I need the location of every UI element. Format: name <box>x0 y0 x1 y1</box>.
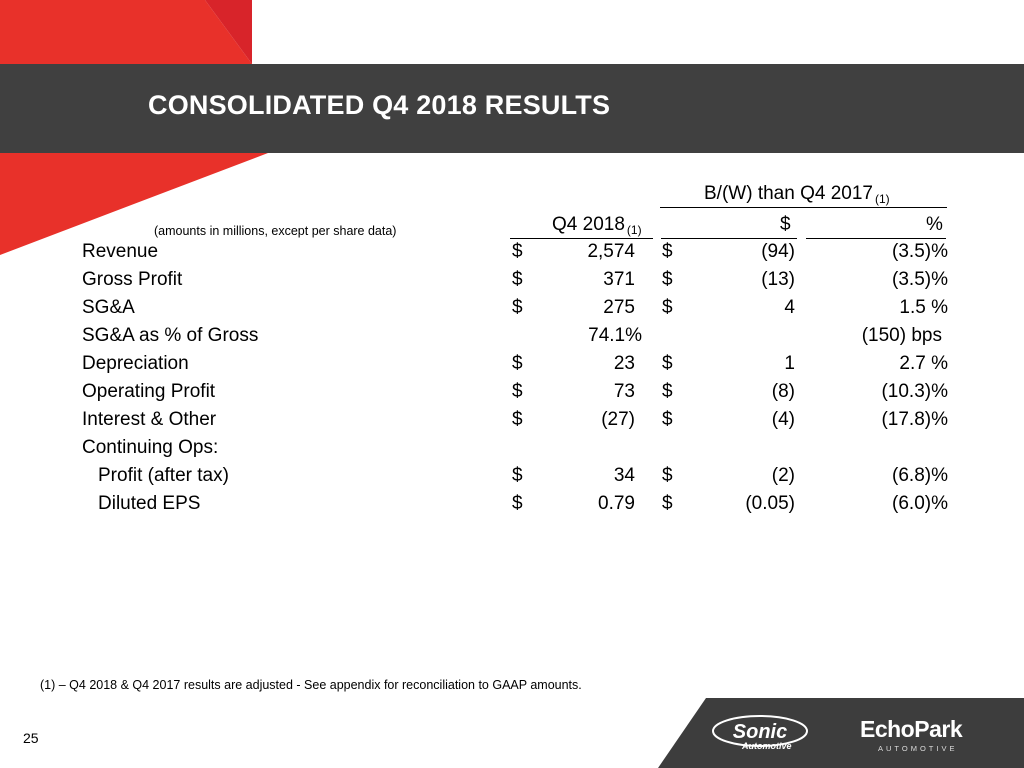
row-change-percent: 1.5 % <box>899 297 948 318</box>
row-change-value: (8) <box>771 381 795 402</box>
row-q4-value: 34 <box>613 465 635 486</box>
sonic-logo-subtext: Automotive <box>742 741 792 751</box>
row-label: SG&A <box>82 297 135 318</box>
row-change-value: 1 <box>784 353 795 374</box>
row-dollar-sign: $ <box>512 493 523 514</box>
column-underline-percent <box>806 238 946 239</box>
row-change-value: (94) <box>761 241 795 262</box>
row-q4-value: 74.1% <box>588 325 642 346</box>
row-label: Profit (after tax) <box>98 465 229 486</box>
row-dollar-sign: $ <box>512 353 523 374</box>
row-dollar-sign: $ <box>662 353 673 374</box>
row-label: Gross Profit <box>82 269 183 290</box>
row-change-value: (13) <box>761 269 795 290</box>
row-change-value: (2) <box>771 465 795 486</box>
group-header-text: B/(W) than Q4 2017 <box>704 183 873 204</box>
row-dollar-sign: $ <box>512 409 523 430</box>
row-label: SG&A as % of Gross <box>82 325 259 346</box>
column-header-q4-2018-text: Q4 2018 <box>552 214 625 235</box>
row-label: Interest & Other <box>82 409 217 430</box>
echopark-logo-word: EchoPark <box>860 716 963 742</box>
row-q4-value: 0.79 <box>598 493 635 514</box>
row-dollar-sign: $ <box>512 465 523 486</box>
row-dollar-sign: $ <box>512 297 523 318</box>
row-dollar-sign: $ <box>662 241 673 262</box>
row-q4-value: 2,574 <box>587 241 635 262</box>
column-header-q4-footnote-ref: (1) <box>626 223 642 237</box>
page-title: CONSOLIDATED Q4 2018 RESULTS <box>148 90 611 120</box>
row-q4-value: (27) <box>601 409 635 430</box>
group-header-footnote-ref: (1) <box>874 192 890 206</box>
row-change-value: 4 <box>784 297 795 318</box>
row-change-percent: (10.3)% <box>881 381 948 402</box>
row-label: Operating Profit <box>82 381 216 402</box>
column-header-q4-2018: Q4 2018 (1) <box>552 214 642 241</box>
sonic-automotive-logo: Sonic Automotive <box>712 714 812 754</box>
row-change-value: (4) <box>771 409 795 430</box>
sonic-logo-shape: Sonic <box>712 715 808 747</box>
row-dollar-sign: $ <box>662 297 673 318</box>
row-label: Continuing Ops: <box>82 437 219 458</box>
footnote: (1) – Q4 2018 & Q4 2017 results are adju… <box>40 678 582 692</box>
row-dollar-sign: $ <box>662 381 673 402</box>
row-q4-value: 73 <box>613 381 635 402</box>
row-label: Revenue <box>82 241 159 262</box>
row-dollar-sign: $ <box>662 409 673 430</box>
row-change-percent: (6.0)% <box>892 493 948 514</box>
column-header-dollar: $ <box>780 214 791 235</box>
page-number: 25 <box>23 730 39 746</box>
row-label: Depreciation <box>82 353 189 374</box>
row-dollar-sign: $ <box>662 269 673 290</box>
column-underline-dollar <box>661 238 797 239</box>
sonic-logo-word: Sonic <box>733 721 787 743</box>
row-dollar-sign: $ <box>662 465 673 486</box>
row-change-percent: (3.5)% <box>892 241 948 262</box>
header-band <box>0 64 1024 153</box>
row-dollar-sign: $ <box>512 269 523 290</box>
group-header: B/(W) than Q4 2017 (1) <box>704 183 890 210</box>
row-change-percent: (3.5)% <box>892 269 948 290</box>
row-q4-value: 23 <box>613 353 635 374</box>
group-header-underline <box>660 207 947 208</box>
column-underline-q4 <box>510 238 653 239</box>
row-dollar-sign: $ <box>512 381 523 402</box>
row-change-percent: (6.8)% <box>892 465 948 486</box>
row-dollar-sign: $ <box>512 241 523 262</box>
row-q4-value: 371 <box>603 269 635 290</box>
echopark-logo: EchoPark AUTOMOTIVE <box>860 716 963 756</box>
row-q4-value: 275 <box>603 297 635 318</box>
red-accent-light <box>205 0 252 64</box>
column-header-percent: % <box>926 214 943 235</box>
row-change-value: (0.05) <box>745 493 795 514</box>
echopark-logo-subtext: AUTOMOTIVE <box>878 744 958 753</box>
row-change-percent: (17.8)% <box>881 409 948 430</box>
row-label: Diluted EPS <box>98 493 201 514</box>
row-change-percent: (150) bps <box>861 325 942 346</box>
row-dollar-sign: $ <box>662 493 673 514</box>
row-change-percent: 2.7 % <box>899 353 948 374</box>
units-label: (amounts in millions, except per share d… <box>154 224 397 238</box>
